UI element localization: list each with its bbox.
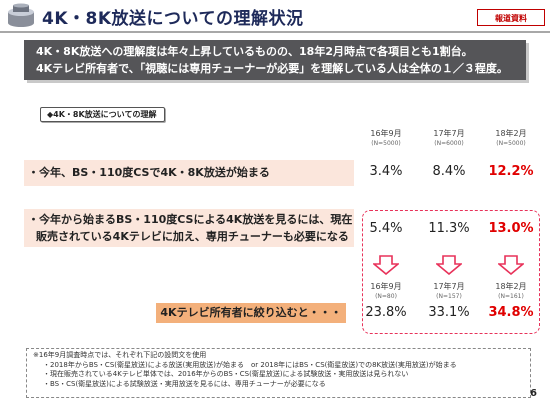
owner-column-header-2016-09: 16年9月 (N=80) — [356, 282, 416, 302]
highlight-dashed-box — [362, 210, 540, 334]
row-band-1 — [24, 160, 354, 186]
column-header-n: (N=6000) — [434, 140, 464, 147]
summary-banner: 4K・8K放送への理解度は年々上昇しているものの、18年2月時点で各項目とも1割… — [24, 40, 526, 80]
row-1-value-2017: 8.4% — [432, 164, 466, 179]
summary-line-1: 4K・8K放送への理解度は年々上昇しているものの、18年2月時点で各項目とも1割… — [36, 45, 473, 58]
column-header-n: (N=5000) — [371, 140, 401, 147]
column-header-label: 17年7月 — [433, 129, 465, 138]
row-2-text-line-2: 販売されている4Kテレビに加え、専用チューナーも必要になる — [36, 230, 349, 243]
footnote-heading: ※16年9月調査時点では、それぞれ下記の設問文を使用 — [33, 351, 207, 359]
row-2-text: ・今年から始まるBS・110度CSによる4K放送を見るには、現在 販売されている… — [28, 211, 352, 245]
column-header-label: 18年2月 — [495, 282, 527, 291]
owner-value-2017: 33.1% — [428, 305, 470, 320]
row-2-value-2016: 5.4% — [369, 221, 403, 236]
column-header-n: (N=157) — [436, 293, 462, 300]
footnote-line-2: ・現在販売されている4Kテレビ単体では、2016年からのBS・CS(衛星放送)に… — [43, 370, 409, 378]
column-header-label: 16年9月 — [370, 129, 402, 138]
column-header-2018-02: 18年2月 (N=5000) — [481, 129, 541, 149]
down-arrow-icon — [373, 255, 399, 275]
column-header-2016-09: 16年9月 (N=5000) — [356, 129, 416, 149]
row-1-text: ・今年、BS・110度CSで4K・8K放送が始まる — [28, 166, 270, 179]
row-1-value-2016: 3.4% — [369, 164, 403, 179]
column-header-n: (N=161) — [498, 293, 524, 300]
footnote-box: ※16年9月調査時点では、それぞれ下記の設問文を使用 ・2018年からBS・CS… — [26, 348, 531, 398]
press-release-badge: 報道資料 — [477, 9, 545, 26]
footnote-line-1: ・2018年からBS・CS(衛星放送)による放送(実用放送)が始まる or 20… — [43, 360, 457, 369]
page-number: 6 — [530, 388, 537, 399]
owner-column-header-2018-02: 18年2月 (N=161) — [481, 282, 541, 302]
column-header-label: 16年9月 — [370, 282, 402, 291]
footnote-line-3: ・BS・CS(衛星放送)による試験放送・実用放送を見るには、専用チューナーが必要… — [43, 379, 326, 388]
section-label: ◆4K・8K放送についての理解 — [40, 107, 165, 122]
owner-value-2018: 34.8% — [488, 305, 534, 320]
title-stack-icon — [8, 3, 34, 27]
page-title: 4K・8K放送についての理解状況 — [42, 9, 304, 29]
row-2-value-2017: 11.3% — [428, 221, 470, 236]
column-header-n: (N=80) — [375, 293, 397, 300]
row-band-2 — [24, 209, 354, 247]
row-2-value-2018: 13.0% — [488, 221, 534, 236]
owner-filter-label: 4Kテレビ所有者に絞り込むと・・・ — [156, 303, 346, 323]
row-1-value-2018: 12.2% — [488, 164, 534, 179]
column-header-label: 17年7月 — [433, 282, 465, 291]
row-2-text-line-1: ・今年から始まるBS・110度CSによる4K放送を見るには、現在 — [28, 213, 353, 226]
down-arrow-icon — [436, 255, 462, 275]
summary-line-2: 4Kテレビ所有者で、「視聴には専用チューナーが必要」を理解している人は全体の１／… — [36, 62, 508, 75]
owner-value-2016: 23.8% — [365, 305, 407, 320]
title-divider — [0, 31, 550, 33]
column-header-n: (N=5000) — [496, 140, 526, 147]
column-header-2017-07: 17年7月 (N=6000) — [419, 129, 479, 149]
column-header-label: 18年2月 — [495, 129, 527, 138]
owner-column-header-2017-07: 17年7月 (N=157) — [419, 282, 479, 302]
down-arrow-icon — [498, 255, 524, 275]
